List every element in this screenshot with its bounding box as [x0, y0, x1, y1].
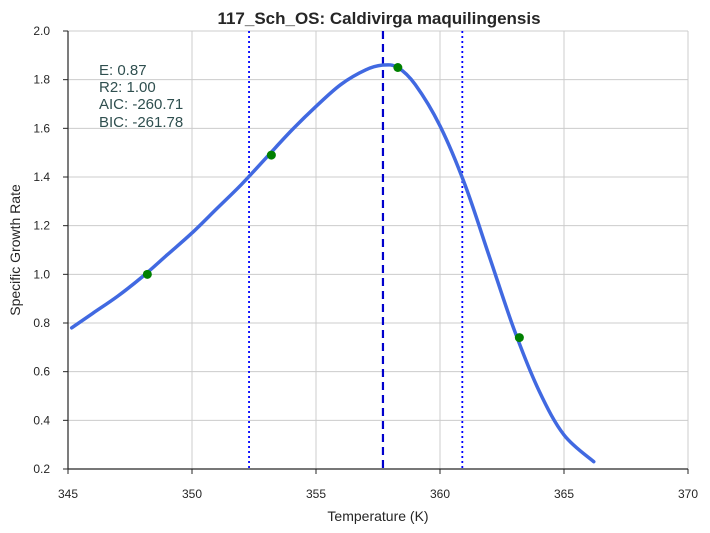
- y-tick-label: 0.8: [33, 316, 50, 330]
- x-tick-label: 350: [182, 487, 202, 501]
- reference-lines: [248, 31, 464, 469]
- data-point: [393, 63, 403, 72]
- y-tick-label: 1.4: [33, 170, 50, 184]
- chart-title: 117_Sch_OS: Caldivirga maquilingensis: [217, 9, 540, 28]
- stat-aic: AIC: -260.71: [99, 96, 183, 113]
- y-tick-label: 1.8: [33, 73, 50, 87]
- y-tick-label: 1.0: [33, 267, 50, 281]
- y-axis-title: Specific Growth Rate: [7, 184, 23, 316]
- stat-r2: R2: 1.00: [99, 79, 156, 96]
- data-point: [142, 269, 152, 279]
- x-axis-title: Temperature (K): [327, 508, 428, 524]
- y-tick-label: 0.4: [33, 413, 50, 427]
- y-tick-label: 2.0: [33, 24, 50, 38]
- y-tick-label: 1.6: [33, 121, 50, 135]
- x-tick-label: 345: [58, 487, 78, 501]
- tick-labels: 345 350 355 360 365 370 0.2 0.4 0.6 0.8 1.0 1.2 1.4 1…: [33, 24, 698, 501]
- x-tick-label: 360: [430, 487, 450, 501]
- fitted-curve: [69, 63, 596, 464]
- y-tick-label: 0.6: [33, 365, 50, 379]
- axes: [67, 31, 688, 470]
- fit-statistics: E: 0.87 R2: 1.00 AIC: -260.71 BIC: -261.…: [99, 62, 183, 131]
- grid-layer: [67, 30, 689, 470]
- x-tick-label: 370: [678, 487, 698, 501]
- stat-bic: BIC: -261.78: [99, 114, 183, 131]
- y-tick-label: 1.2: [33, 219, 50, 233]
- stat-e: E: 0.87: [99, 62, 147, 79]
- series-layer: [69, 63, 596, 464]
- data-point: [514, 333, 524, 343]
- data-point: [266, 150, 276, 160]
- x-tick-label: 365: [554, 487, 574, 501]
- x-tick-label: 355: [306, 487, 326, 501]
- y-tick-label: 0.2: [33, 462, 50, 476]
